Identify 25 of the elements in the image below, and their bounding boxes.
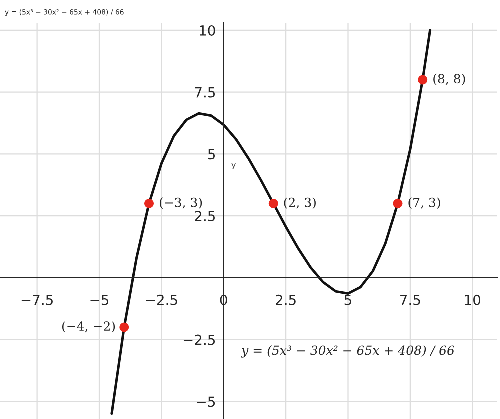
point [120, 322, 130, 332]
x-tick-label: −7.5 [22, 295, 53, 306]
x-tick-label: 7.5 [400, 295, 420, 306]
x-tick-label: −2.5 [146, 294, 178, 306]
point [418, 75, 428, 85]
x-tick-label: 5 [344, 295, 352, 306]
annotation: (8, 8) [434, 74, 466, 86]
y-tick-label: −2.5 [184, 334, 216, 346]
x-tick-label: 10 [465, 294, 481, 306]
annotation: (−3, 3) [160, 198, 202, 210]
annotation: y = (5x³ − 30x² − 65x + 408) / 66 [241, 346, 455, 358]
x-tick-label: 2.5 [276, 294, 296, 306]
x-tick-label: −5 [90, 295, 109, 306]
y-tick-label: 10 [200, 25, 216, 36]
point [144, 198, 154, 208]
annotation: (−4, −2) [62, 321, 116, 333]
annotation: (2, 3) [284, 198, 316, 210]
y-tick-label: 2.5 [195, 211, 216, 222]
point [268, 198, 278, 208]
annotation: (7, 3) [408, 198, 440, 210]
point [393, 198, 403, 208]
y-tick-label: −5 [197, 396, 216, 408]
y-tick-label: 7.5 [195, 87, 216, 98]
y-axis-title: y [232, 163, 236, 170]
y-tick-label: 5 [208, 149, 216, 160]
